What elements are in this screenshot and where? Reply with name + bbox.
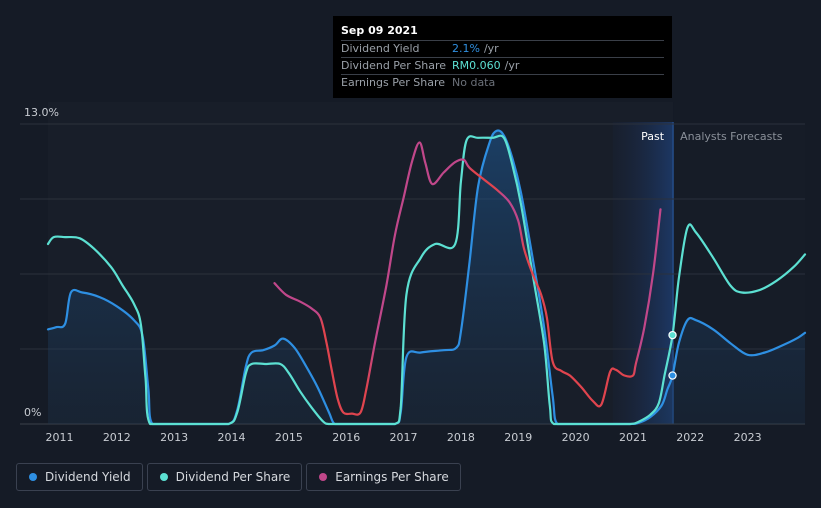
- forecast-label: Analysts Forecasts: [680, 130, 783, 143]
- tooltip-row-dividend-per-share: Dividend Per Share RM0.060 /yr: [341, 58, 664, 75]
- x-tick-label: 2011: [45, 431, 73, 444]
- dividend-yield-marker: [668, 371, 677, 380]
- tooltip-row-dividend-yield: Dividend Yield 2.1% /yr: [341, 41, 664, 58]
- chart-legend: Dividend Yield Dividend Per Share Earnin…: [16, 463, 461, 491]
- legend-label: Dividend Per Share: [175, 470, 291, 484]
- dividend-yield-area: [48, 130, 805, 424]
- legend-item-dividend-yield[interactable]: Dividend Yield: [16, 463, 143, 491]
- legend-dot-icon: [29, 473, 37, 481]
- x-tick-label: 2020: [562, 431, 590, 444]
- tooltip-unit: /yr: [483, 42, 499, 55]
- x-tick-label: 2014: [218, 431, 246, 444]
- x-tick-label: 2021: [619, 431, 647, 444]
- legend-label: Earnings Per Share: [335, 470, 449, 484]
- x-tick-label: 2019: [504, 431, 532, 444]
- x-tick-label: 2013: [160, 431, 188, 444]
- y-axis-bottom-label: 0%: [24, 406, 41, 419]
- dividend-per-share-marker: [668, 330, 677, 340]
- tooltip-label: Earnings Per Share: [341, 76, 446, 89]
- tooltip-label: Dividend Yield: [341, 42, 420, 55]
- x-tick-label: 2023: [734, 431, 762, 444]
- legend-dot-icon: [159, 473, 168, 481]
- chart-markers: [668, 330, 677, 380]
- legend-item-earnings-per-share[interactable]: Earnings Per Share: [306, 463, 461, 491]
- tooltip-value: 2.1%: [452, 42, 480, 55]
- legend-item-dividend-per-share[interactable]: Dividend Per Share: [146, 463, 303, 491]
- x-tick-label: 2017: [390, 431, 418, 444]
- past-label: Past: [641, 130, 665, 143]
- tooltip-value: RM0.060: [452, 59, 501, 72]
- tooltip-label: Dividend Per Share: [341, 59, 447, 72]
- legend-label: Dividend Yield: [45, 470, 131, 484]
- tooltip-row-earnings-per-share: Earnings Per Share No data: [341, 75, 664, 91]
- x-tick-label: 2012: [103, 431, 131, 444]
- legend-dot-icon: [319, 473, 328, 481]
- hover-tooltip: Sep 09 2021 Dividend Yield 2.1% /yr Divi…: [333, 16, 672, 98]
- x-tick-label: 2022: [676, 431, 704, 444]
- x-tick-label: 2016: [332, 431, 360, 444]
- x-tick-label: 2015: [275, 431, 303, 444]
- tooltip-value: No data: [452, 76, 496, 89]
- earnings-per-share-line: [273, 141, 662, 416]
- y-axis-top-label: 13.0%: [24, 106, 59, 119]
- tooltip-date: Sep 09 2021: [341, 22, 664, 41]
- past-region: [48, 102, 674, 424]
- chart-labels: 13.0% 0% 2011 2012 2013 2014 2015 2016 2017 2018 2…: [24, 106, 783, 444]
- chart-areas: [48, 130, 805, 424]
- x-tick-label: 2018: [447, 431, 475, 444]
- tooltip-unit: /yr: [504, 59, 520, 72]
